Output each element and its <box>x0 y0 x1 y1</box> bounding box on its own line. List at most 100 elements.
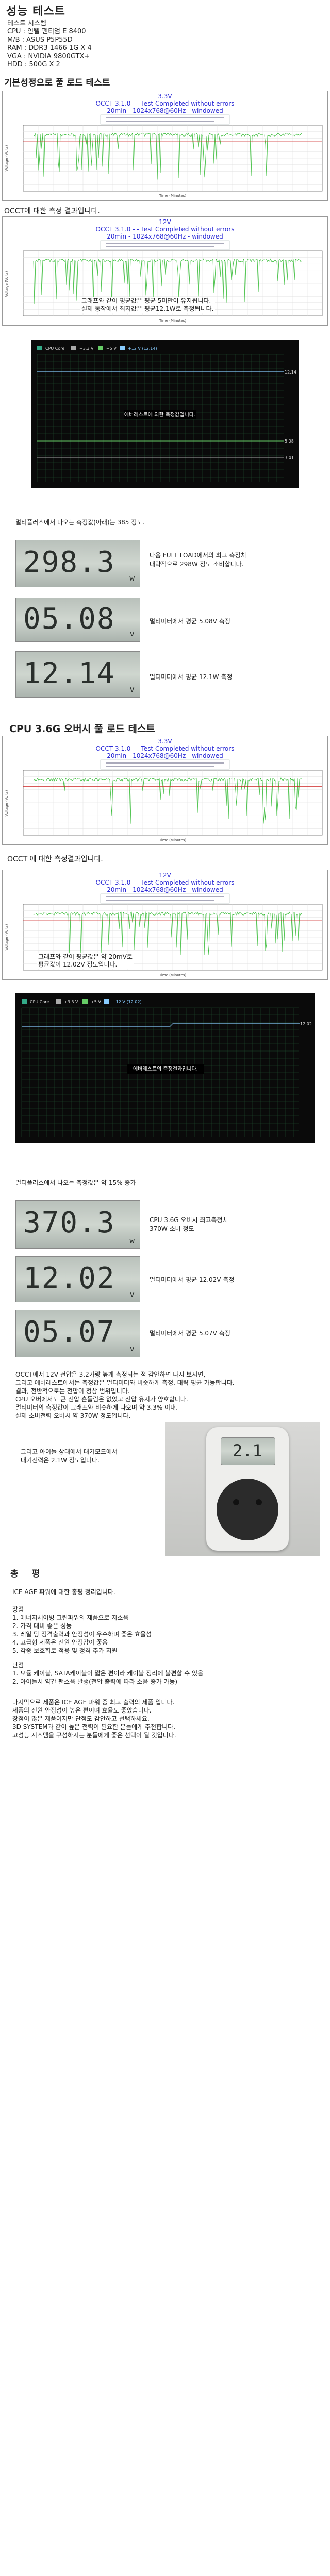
center-label: 에버레스트의 측정결과입니다. <box>133 1065 198 1072</box>
spec-list: CPU : 인텔 펜티엄 E 8400 M/B : ASUS P5P55D RA… <box>7 28 92 69</box>
chart-title-line: OCCT 3.1.0 - - Test Completed without er… <box>96 879 235 886</box>
summary-line: 실제 소비전력 오버시 약 370W 정도입니다. <box>15 1412 131 1419</box>
lcd-unit: v <box>129 684 135 694</box>
power-socket-hole <box>256 1499 262 1505</box>
legend-item: +3.3 V <box>64 999 78 1004</box>
caption-line: 다음 FULL LOAD에서의 최고 측정치 <box>150 552 246 559</box>
chart-ylabel: Voltage (Volts) <box>5 924 9 950</box>
occt-chart-12v-a: 12V OCCT 3.1.0 - - Test Completed withou… <box>2 216 328 326</box>
note-measure-a: 멀티플러스에서 나오는 측정값(아래)는 385 정도. <box>15 519 145 526</box>
summary-line: 결과, 전반적으로는 전압이 정상 범위입니다. <box>15 1387 130 1395</box>
legend-swatch <box>37 346 42 350</box>
lcd-reading-2: 05.08 v <box>15 598 140 642</box>
legend-item: +12 V (12.14) <box>128 346 157 351</box>
chart-ylabel: Voltage (Volts) <box>5 145 9 171</box>
lcd-value: 12.14 <box>23 657 116 690</box>
chart-xlabel: Time (Minutes) <box>159 319 187 323</box>
pros-item: 3. 레일 당 정격출력과 안정성이 우수하며 좋은 효율성 <box>12 1631 152 1638</box>
voltage-trace <box>33 777 302 824</box>
pros-item: 5. 각종 보호회로 적용 및 정격 추가 지원 <box>12 1647 118 1654</box>
lcd-caption-1: 다음 FULL LOAD에서의 최고 측정치 대략적으로 298W 정도 소비합… <box>150 551 246 569</box>
cons-item: 1. 모듈 케이블, SATA케이블이 짧은 편이라 케이블 정리에 불편할 수… <box>12 1670 204 1677</box>
lcd-reading-1: 298.3 w <box>15 540 140 587</box>
legend-swatch <box>82 999 88 1004</box>
center-label: 에버레스트에 의한 측정값입니다. <box>124 411 195 418</box>
cons-title: 단점 <box>12 1662 24 1669</box>
legend-item: +5 V <box>91 999 101 1004</box>
chart-info-box <box>100 114 230 125</box>
lcd-reading-6: 05.07 v <box>15 1310 140 1357</box>
power-meter-display: 2.1 <box>221 1437 275 1465</box>
conclusion-title: 총 평 <box>10 1569 45 1579</box>
note-after-chart1: OCCT에 대한 측정 결과입니다. <box>4 207 100 215</box>
lcd-unit: v <box>129 1344 135 1353</box>
legend-item: +3.3 V <box>79 346 94 351</box>
hw-monitor-b: CPU Core +3.3 V +5 V +12 V (12.02) 12.02… <box>15 993 315 1143</box>
spec-mb: M/B : ASUS P5P55D <box>7 36 73 44</box>
conclusion-intro: ICE AGE 파워에 대한 총평 정리입니다. <box>12 1588 116 1596</box>
caption-line: CPU 3.6G 오버시 최고측정치 <box>150 1216 228 1224</box>
spec-vga: VGA : NVIDIA 9800GTX+ <box>7 53 90 60</box>
chart-title-line: OCCT 3.1.0 - - Test Completed without er… <box>96 226 235 233</box>
lcd-caption-5: 멀티미터에서 평균 12.02V 측정 <box>150 1276 235 1283</box>
hw-monitor-a: CPU Core +3.3 V +5 V +12 V (12.14) 12.14… <box>31 340 299 488</box>
note-measure-b: 멀티플러스에서 나오는 측정값은 약 15% 증가 <box>15 1179 136 1187</box>
lcd-unit: w <box>129 1235 135 1245</box>
chart-info-box <box>100 240 230 250</box>
legend-swatch <box>71 346 76 350</box>
center-label-bg <box>127 1064 204 1074</box>
voltage-trace <box>33 258 302 304</box>
note-line: 그리고 아이들 상태에서 대기모드에서 <box>21 1448 118 1455</box>
chart-12v-a-note: 그래프와 같이 평균값은 평균 5미만이 유지됩니다. 실제 동작에서 최저값은… <box>80 297 216 313</box>
pros-item: 2. 가격 대비 좋은 성능 <box>12 1622 72 1630</box>
summary-paragraph: OCCT에서 12V 전압은 3.2가량 높게 측정되는 점 감안하면 다시 보… <box>15 1370 315 1420</box>
note-line: 평균값이 12.02V 정도입니다. <box>38 961 118 968</box>
lcd-value: 12.02 <box>23 1262 116 1295</box>
lcd-unit: v <box>129 1289 135 1299</box>
lcd-reading-5: 12.02 v <box>15 1256 140 1302</box>
power-socket-hole <box>233 1499 239 1505</box>
closing-line: 고성능 시스템을 구성하시는 분들에게 좋은 선택이 될 것입니다. <box>12 1732 176 1739</box>
chart-xlabel: Time (Minutes) <box>159 838 187 842</box>
legend-swatch <box>56 999 61 1004</box>
line-12v <box>22 1023 300 1027</box>
lcd-reading-4: 370.3 w <box>15 1200 140 1249</box>
note-line: 그래프와 같이 평균값은 약 20mV로 <box>38 953 133 960</box>
note-line: 그래프와 같이 평균값은 평균 5미만이 유지됩니다. <box>81 297 211 304</box>
chart-title-line: OCCT 3.1.0 - - Test Completed without er… <box>96 100 235 107</box>
value-3v: 3.41 <box>285 455 294 460</box>
chart-sub-line: 20min - 1024x768@60Hz - windowed <box>107 233 223 240</box>
chart-sub-line: 20min - 1024x768@60Hz - windowed <box>107 107 223 114</box>
spec-cpu: CPU : 인텔 펜티엄 E 8400 <box>7 28 86 36</box>
chart-12v-b-note: 그래프와 같이 평균값은 약 20mV로 평균값이 12.02V 정도입니다. <box>37 953 134 969</box>
legend-item: +5 V <box>106 346 117 351</box>
legend-item: CPU Core <box>30 999 49 1004</box>
hw-monitor-b-svg: CPU Core +3.3 V +5 V +12 V (12.02) 12.02… <box>21 999 312 1137</box>
value-5v: 5.08 <box>285 439 294 444</box>
system-title: 테스트 시스템 <box>7 20 46 27</box>
power-meter-photo: 2.1 <box>165 1422 320 1556</box>
closing-line: 장점이 많은 제품이지만 단점도 감안하고 선택하세요. <box>12 1715 150 1722</box>
lcd-caption-4: CPU 3.6G 오버시 최고측정치 370W 소비 정도 <box>150 1216 228 1233</box>
hw-grid <box>21 1007 299 1137</box>
legend-swatch <box>120 346 125 350</box>
summary-line: 그리고 에버레스트에서는 측정값은 멀티미터와 비슷하게 측정. 대략 평균 가… <box>15 1379 235 1386</box>
value-12v: 12.02 <box>300 1022 312 1026</box>
lcd-reading-3: 12.14 v <box>15 651 140 698</box>
legend-item: CPU Core <box>45 346 64 351</box>
legend-swatch <box>98 346 103 350</box>
caption-line: 대략적으로 298W 정도 소비합니다. <box>150 561 244 568</box>
chart-info-box <box>100 759 230 770</box>
lcd-caption-6: 멀티미터에서 평균 5.07V 측정 <box>150 1330 230 1337</box>
lcd-value: 05.08 <box>23 602 116 636</box>
note-idle: 그리고 아이들 상태에서 대기모드에서 대기전력은 2.1W 정도입니다. <box>21 1448 118 1464</box>
chart-grid <box>23 125 322 191</box>
pros-item: 4. 고급형 제품은 전원 안정감이 좋음 <box>12 1639 108 1646</box>
occt-chart-3v-b: 3.3V OCCT 3.1.0 - - Test Completed witho… <box>2 736 328 845</box>
closing-line: 3D SYSTEM과 같이 높은 전력이 필요한 분들에게 추천합니다. <box>12 1723 176 1731</box>
chart-xlabel: Time (Minutes) <box>159 194 187 198</box>
caption-line: 370W 소비 정도 <box>150 1225 194 1232</box>
chart-header: 12V <box>159 218 171 226</box>
power-socket <box>217 1479 278 1540</box>
chart-ylabel: Voltage (Volts) <box>5 790 9 816</box>
